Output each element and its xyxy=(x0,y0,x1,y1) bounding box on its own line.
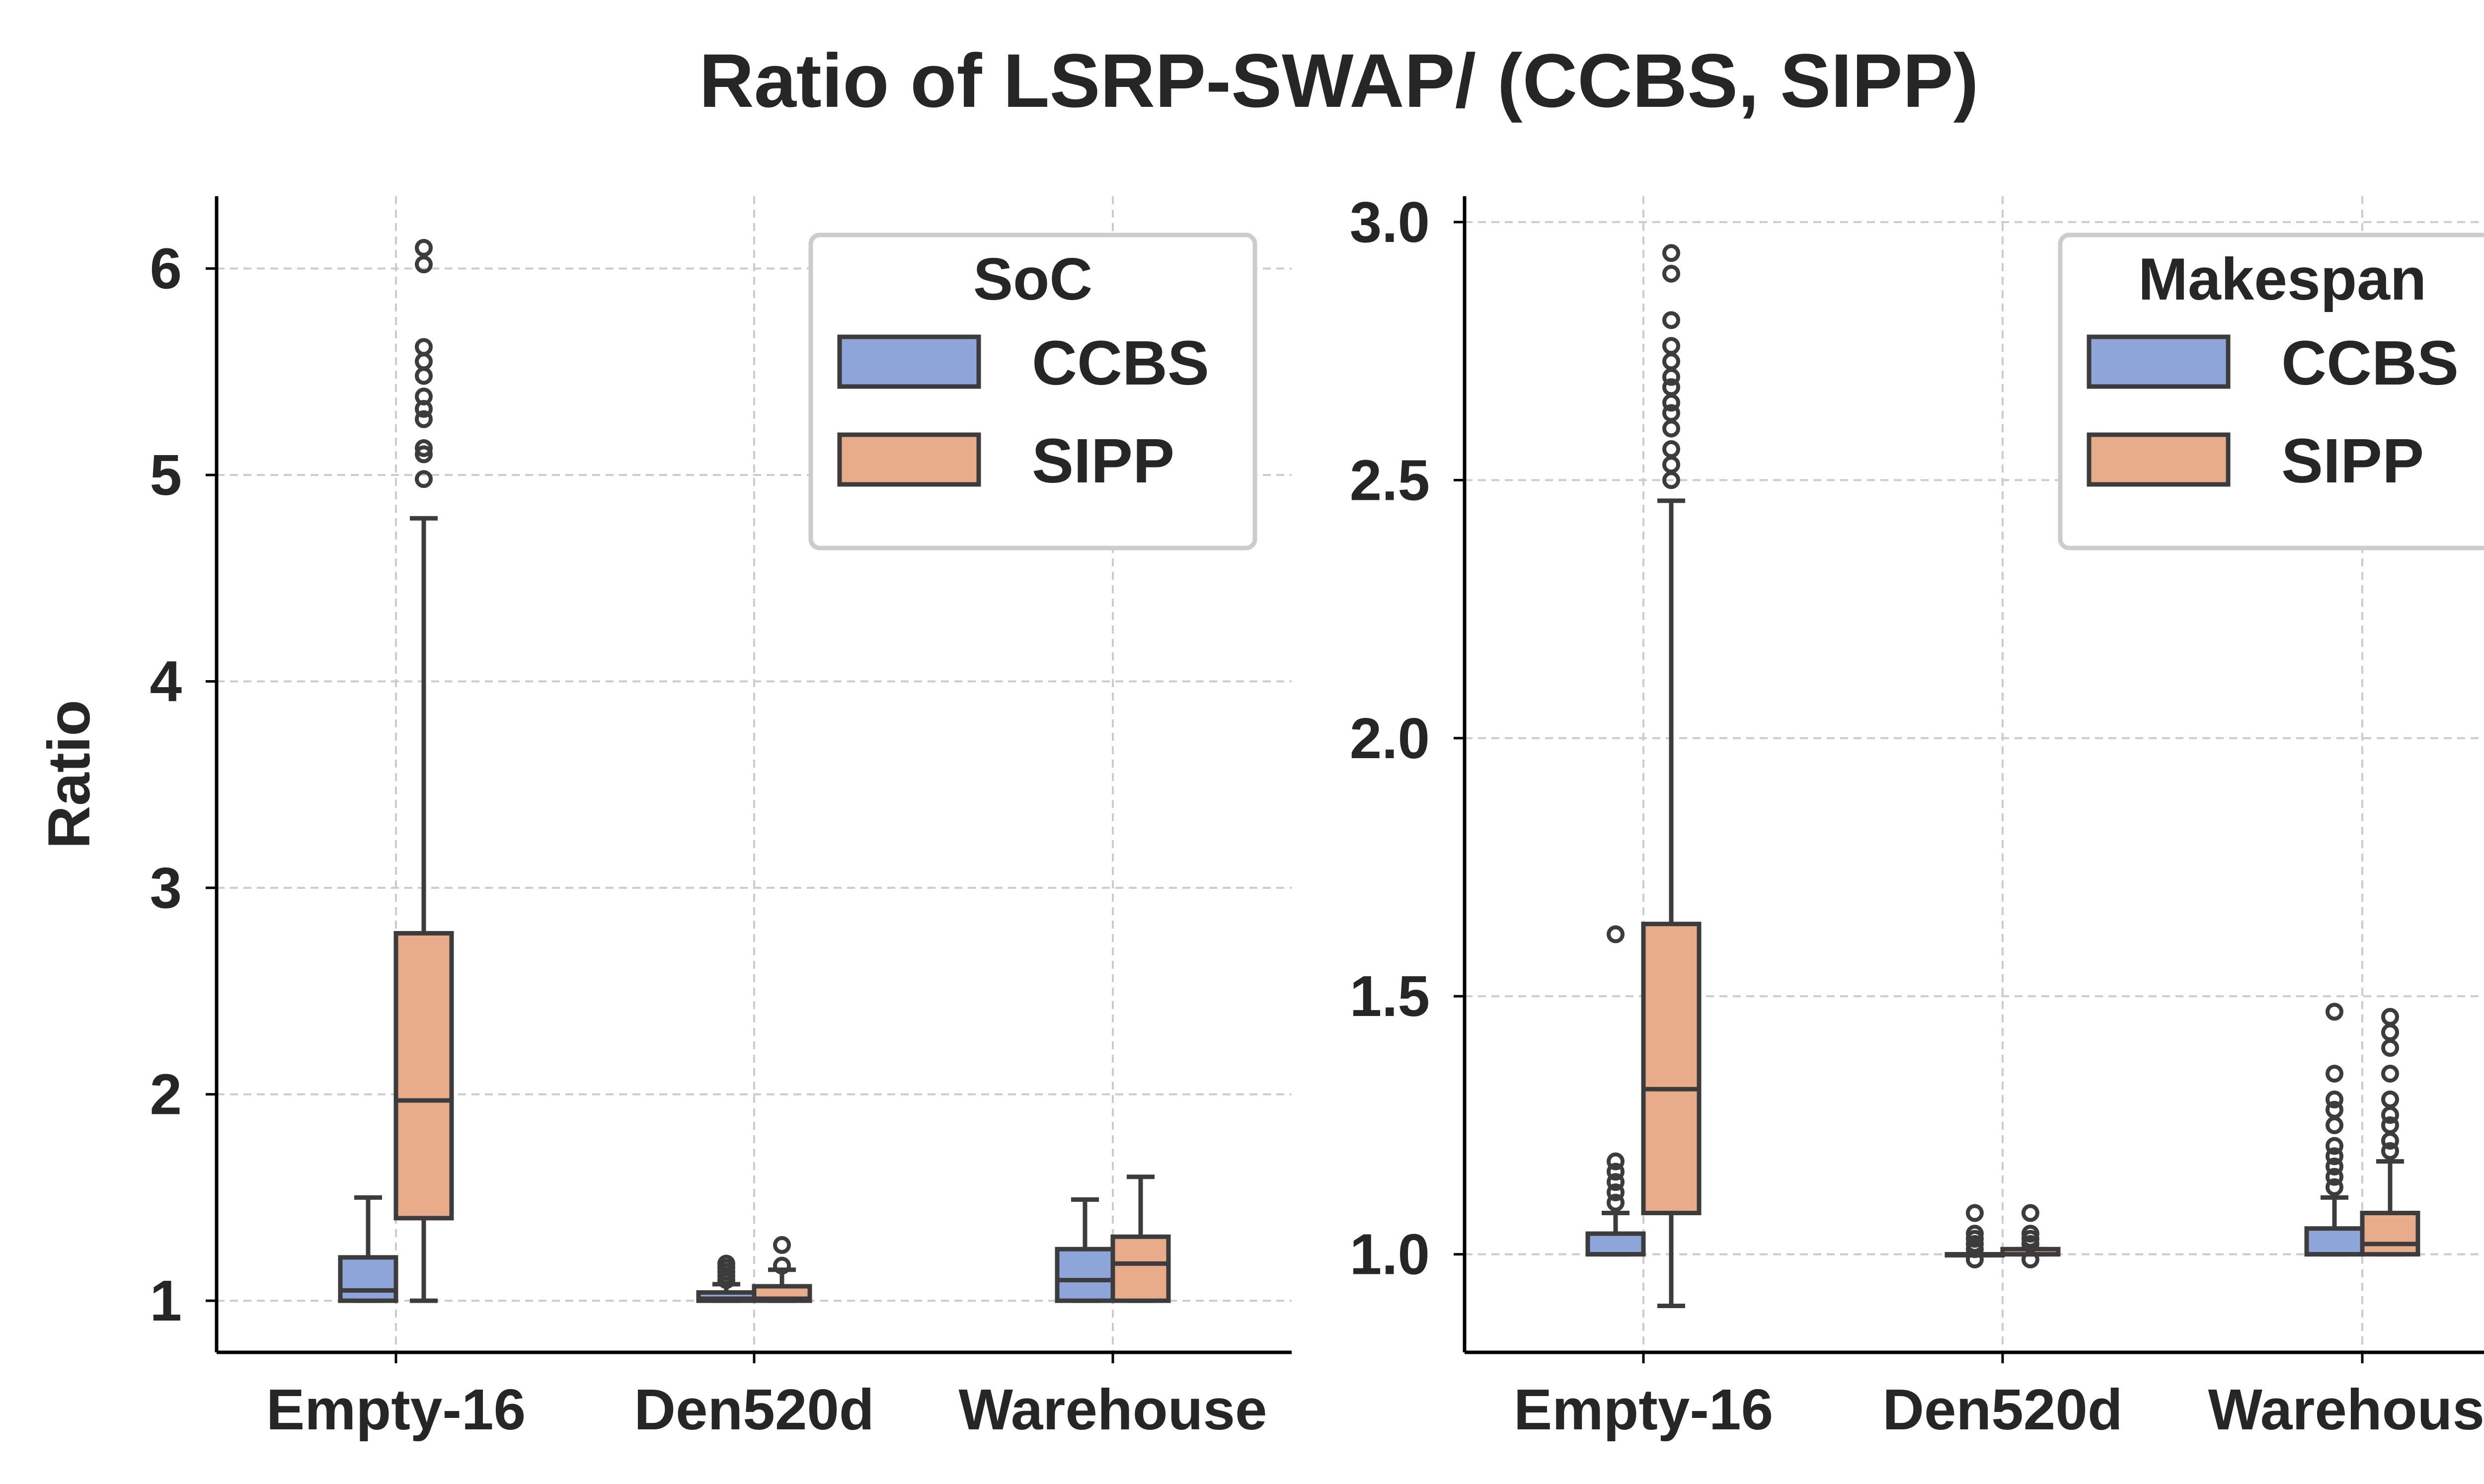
outlier-point xyxy=(2326,1065,2343,1083)
box-sipp-empty-16 xyxy=(1641,244,1702,1309)
y-tick-label: 2.0 xyxy=(1350,706,1430,771)
box-ccbs-empty-16 xyxy=(338,1195,398,1303)
outlier-point xyxy=(2326,1147,2343,1166)
x-tick-label: Den520d xyxy=(1882,1377,2123,1442)
outlier-point xyxy=(2381,1008,2399,1026)
outlier-point xyxy=(2381,1116,2399,1134)
outlier-point xyxy=(415,410,433,428)
outlier-point xyxy=(2326,1003,2343,1021)
outlier-point xyxy=(415,238,433,257)
box-ccbs-warehouse xyxy=(1055,1197,1115,1303)
x-tick-label: Empty-16 xyxy=(266,1377,526,1442)
outlier-point xyxy=(415,445,433,464)
outlier-point xyxy=(2326,1137,2343,1155)
box-sipp-den520d xyxy=(752,1236,812,1303)
outlier-point xyxy=(415,338,433,356)
outlier-point xyxy=(1662,337,1680,355)
y-tick-label: 4 xyxy=(150,649,182,714)
y-tick-label: 1.0 xyxy=(1350,1222,1430,1287)
chart-panel-2: 1.0 1.5 2.0 2.5 3.0 Empty-16 Den520d Warehouse M… xyxy=(1350,190,2484,1442)
outlier-point xyxy=(415,470,433,488)
outlier-point xyxy=(1607,1183,1625,1201)
outlier-point xyxy=(1662,311,1680,329)
outlier-point xyxy=(1662,244,1680,262)
outlier-point xyxy=(717,1254,735,1273)
box-ccbs-den520d xyxy=(696,1254,757,1303)
legend-label-ccbs: CCBS xyxy=(1032,328,1209,398)
outlier-point xyxy=(2381,1065,2399,1083)
outlier-point xyxy=(1662,378,1680,396)
outlier-point xyxy=(1607,1152,1625,1171)
legend-label-ccbs: CCBS xyxy=(2281,328,2459,398)
y-tick-label: 1.5 xyxy=(1350,964,1430,1028)
y-axis-label: Ratio xyxy=(36,700,102,849)
y-tick-label: 1 xyxy=(150,1268,182,1333)
y-tick-label: 6 xyxy=(150,236,182,301)
outlier-point xyxy=(415,439,433,457)
y-tick-label: 2.5 xyxy=(1350,448,1430,512)
outlier-point xyxy=(1662,440,1680,459)
box-sipp-warehouse xyxy=(2360,1008,2420,1257)
outlier-point xyxy=(1607,925,1625,943)
outlier-point xyxy=(415,388,433,406)
iqr-box xyxy=(2304,1226,2365,1257)
legend-1: SoC CCBS SIPP xyxy=(808,233,1257,550)
y-tick-label: 3 xyxy=(150,856,182,920)
legend-2: Makespan CCBS SIPP xyxy=(2058,233,2484,550)
outlier-point xyxy=(2021,1225,2039,1243)
outlier-point xyxy=(1966,1204,1984,1222)
x-tick-label: Empty-16 xyxy=(1514,1377,1773,1442)
legend-label-sipp: SIPP xyxy=(2281,426,2424,496)
box-ccbs-empty-16 xyxy=(1585,925,1646,1257)
outlier-point xyxy=(2326,1158,2343,1176)
iqr-box xyxy=(2360,1211,2420,1257)
outlier-point xyxy=(2021,1204,2039,1222)
outlier-point xyxy=(2326,1100,2343,1119)
outlier-point xyxy=(1662,264,1680,283)
box-sipp-empty-16 xyxy=(393,238,454,1303)
iqr-box xyxy=(1641,922,1702,1216)
box-sipp-warehouse xyxy=(1110,1174,1171,1303)
box-sipp-den520d xyxy=(2000,1204,2061,1269)
outlier-point xyxy=(415,255,433,274)
outlier-point xyxy=(773,1256,791,1275)
x-tick-label: Den520d xyxy=(634,1377,874,1442)
x-tick-label: Warehouse xyxy=(959,1377,1267,1442)
chart-panel-1: 1 2 3 4 5 6 Empty-16 Den520d Warehouse Ratio SoC CC… xyxy=(36,196,1292,1442)
legend-swatch-sipp xyxy=(837,432,981,487)
legend-title: Makespan xyxy=(2138,246,2426,312)
legend-swatch-ccbs xyxy=(2087,334,2231,389)
outlier-point xyxy=(2326,1168,2343,1186)
legend-swatch-sipp xyxy=(2087,432,2231,487)
y-tick-label: 2 xyxy=(150,1062,182,1127)
box-ccbs-den520d xyxy=(1944,1204,2005,1269)
box-ccbs-warehouse xyxy=(2304,1003,2365,1257)
x-tick-label: Warehouse xyxy=(2208,1377,2484,1442)
figure-title: Ratio of LSRP-SWAP/ (CCBS, SIPP) xyxy=(699,38,1979,123)
legend-label-sipp: SIPP xyxy=(1032,426,1174,496)
iqr-box xyxy=(338,1255,398,1303)
iqr-box xyxy=(1110,1234,1171,1303)
outlier-point xyxy=(1607,1163,1625,1181)
legend-title: SoC xyxy=(973,246,1092,312)
outlier-point xyxy=(1607,1193,1625,1212)
outlier-point xyxy=(2326,1090,2343,1108)
outlier-point xyxy=(773,1236,791,1254)
outlier-point xyxy=(2326,1178,2343,1196)
legend-swatch-ccbs xyxy=(837,334,981,389)
outlier-point xyxy=(1607,1173,1625,1191)
outlier-point xyxy=(2381,1142,2399,1160)
outlier-point xyxy=(1662,404,1680,422)
y-tick-label: 3.0 xyxy=(1350,190,1430,254)
outlier-point xyxy=(1966,1225,1984,1243)
outlier-point xyxy=(2381,1090,2399,1108)
iqr-box xyxy=(393,931,454,1221)
y-tick-label: 5 xyxy=(150,443,182,507)
iqr-box xyxy=(1055,1247,1115,1303)
iqr-box xyxy=(1585,1231,1646,1257)
